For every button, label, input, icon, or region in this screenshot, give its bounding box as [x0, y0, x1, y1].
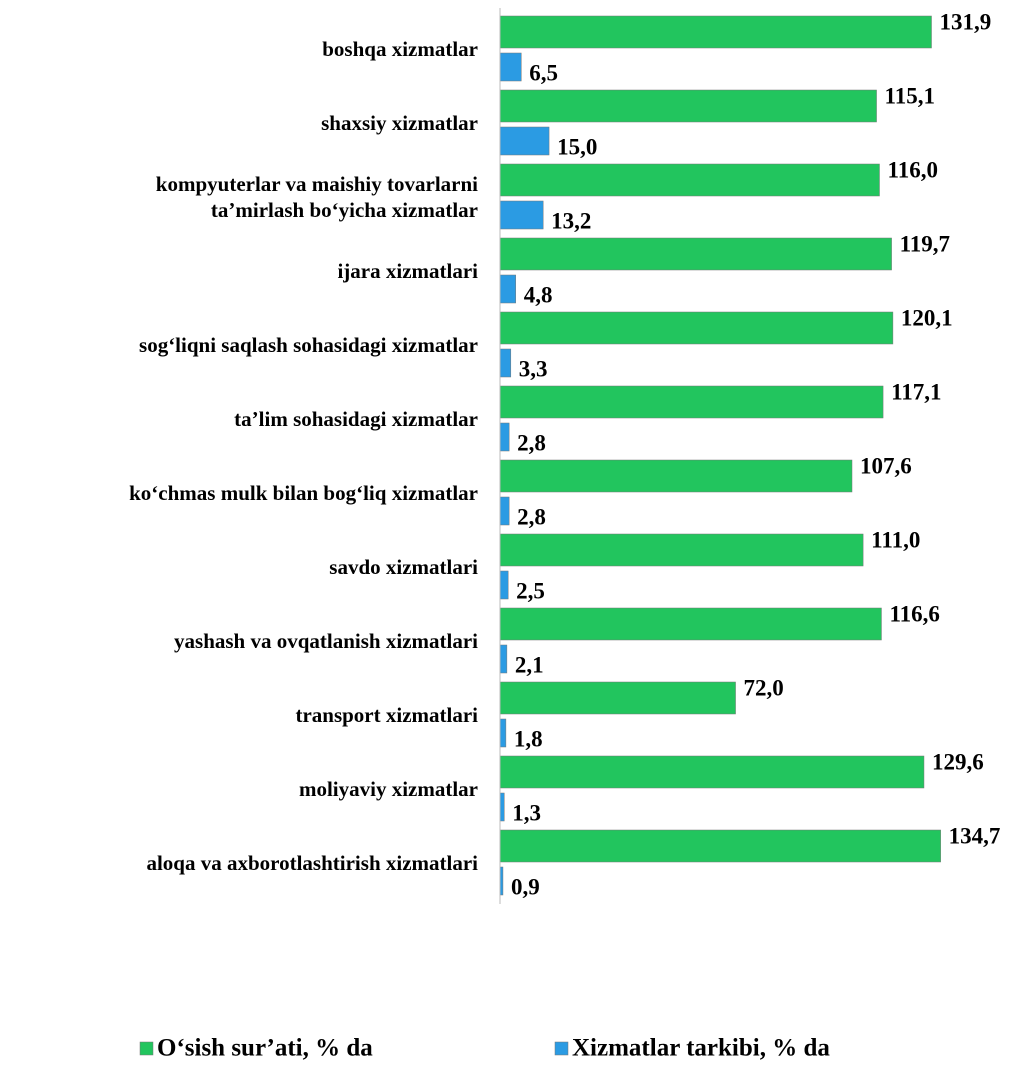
bar: [499, 348, 512, 378]
legend-label: O‘sish sur’ati, % da: [157, 1035, 373, 1062]
bar: [499, 459, 853, 493]
bar: [499, 792, 505, 822]
category-label: transport xizmatlari: [295, 703, 478, 727]
value-label: 15,0: [557, 134, 597, 159]
bar: [499, 533, 864, 567]
bar: [499, 496, 510, 526]
value-label: 4,8: [524, 282, 553, 307]
value-label: 1,3: [512, 800, 541, 825]
category-label: ta’lim sohasidagi xizmatlar: [234, 407, 478, 431]
category-label: boshqa xizmatlar: [322, 37, 478, 61]
value-label: 107,6: [860, 453, 912, 478]
value-label: 117,1: [891, 379, 941, 404]
value-label: 131,9: [940, 9, 992, 34]
category-label: moliyaviy xizmatlar: [298, 777, 478, 801]
value-label: 2,8: [517, 504, 546, 529]
bar: [499, 718, 507, 748]
category-label: savdo xizmatlari: [329, 555, 478, 579]
bar: [499, 126, 550, 156]
bar: [499, 163, 880, 197]
bar: [499, 15, 932, 49]
value-label: 134,7: [949, 823, 1001, 848]
value-label: 72,0: [744, 675, 784, 700]
bar: [499, 570, 509, 600]
bar: [499, 237, 892, 271]
bar: [499, 89, 877, 123]
value-label: 0,9: [511, 874, 540, 899]
category-label: ko‘chmas mulk bilan bog‘liq xizmatlar: [129, 481, 478, 505]
category-label: kompyuterlar va maishiy tovarlarni ta’mi…: [155, 172, 478, 222]
bar: [499, 52, 522, 82]
value-label: 2,8: [517, 430, 546, 455]
value-label: 2,1: [515, 652, 544, 677]
value-label: 116,0: [887, 157, 937, 182]
bar: [499, 200, 544, 230]
bar: [499, 274, 516, 304]
bar: [499, 607, 882, 641]
category-label: shaxsiy xizmatlar: [321, 111, 478, 135]
value-label: 13,2: [551, 208, 591, 233]
value-label: 1,8: [514, 726, 543, 751]
value-label: 116,6: [889, 601, 939, 626]
legend-swatch: [554, 1041, 569, 1056]
value-label: 129,6: [932, 749, 984, 774]
legend-swatch: [139, 1041, 154, 1056]
bar: [499, 681, 736, 715]
value-label: 2,5: [516, 578, 545, 603]
bar: [499, 311, 894, 345]
value-label: 6,5: [529, 60, 558, 85]
value-label: 3,3: [519, 356, 548, 381]
bar: [499, 385, 884, 419]
value-label: 120,1: [901, 305, 953, 330]
category-label: aloqa va axborotlashtirish xizmatlari: [146, 851, 478, 875]
value-label: 119,7: [900, 231, 950, 256]
legend-label: Xizmatlar tarkibi, % da: [572, 1035, 830, 1062]
bar: [499, 829, 941, 863]
bar: [499, 422, 510, 452]
value-label: 111,0: [871, 527, 920, 552]
category-label: yashash va ovqatlanish xizmatlari: [174, 629, 478, 653]
category-label: ijara xizmatlari: [337, 259, 478, 283]
value-label: 115,1: [885, 83, 935, 108]
category-label: sog‘liqni saqlash sohasidagi xizmatlar: [139, 333, 478, 357]
bar: [499, 644, 508, 674]
bar: [499, 755, 925, 789]
